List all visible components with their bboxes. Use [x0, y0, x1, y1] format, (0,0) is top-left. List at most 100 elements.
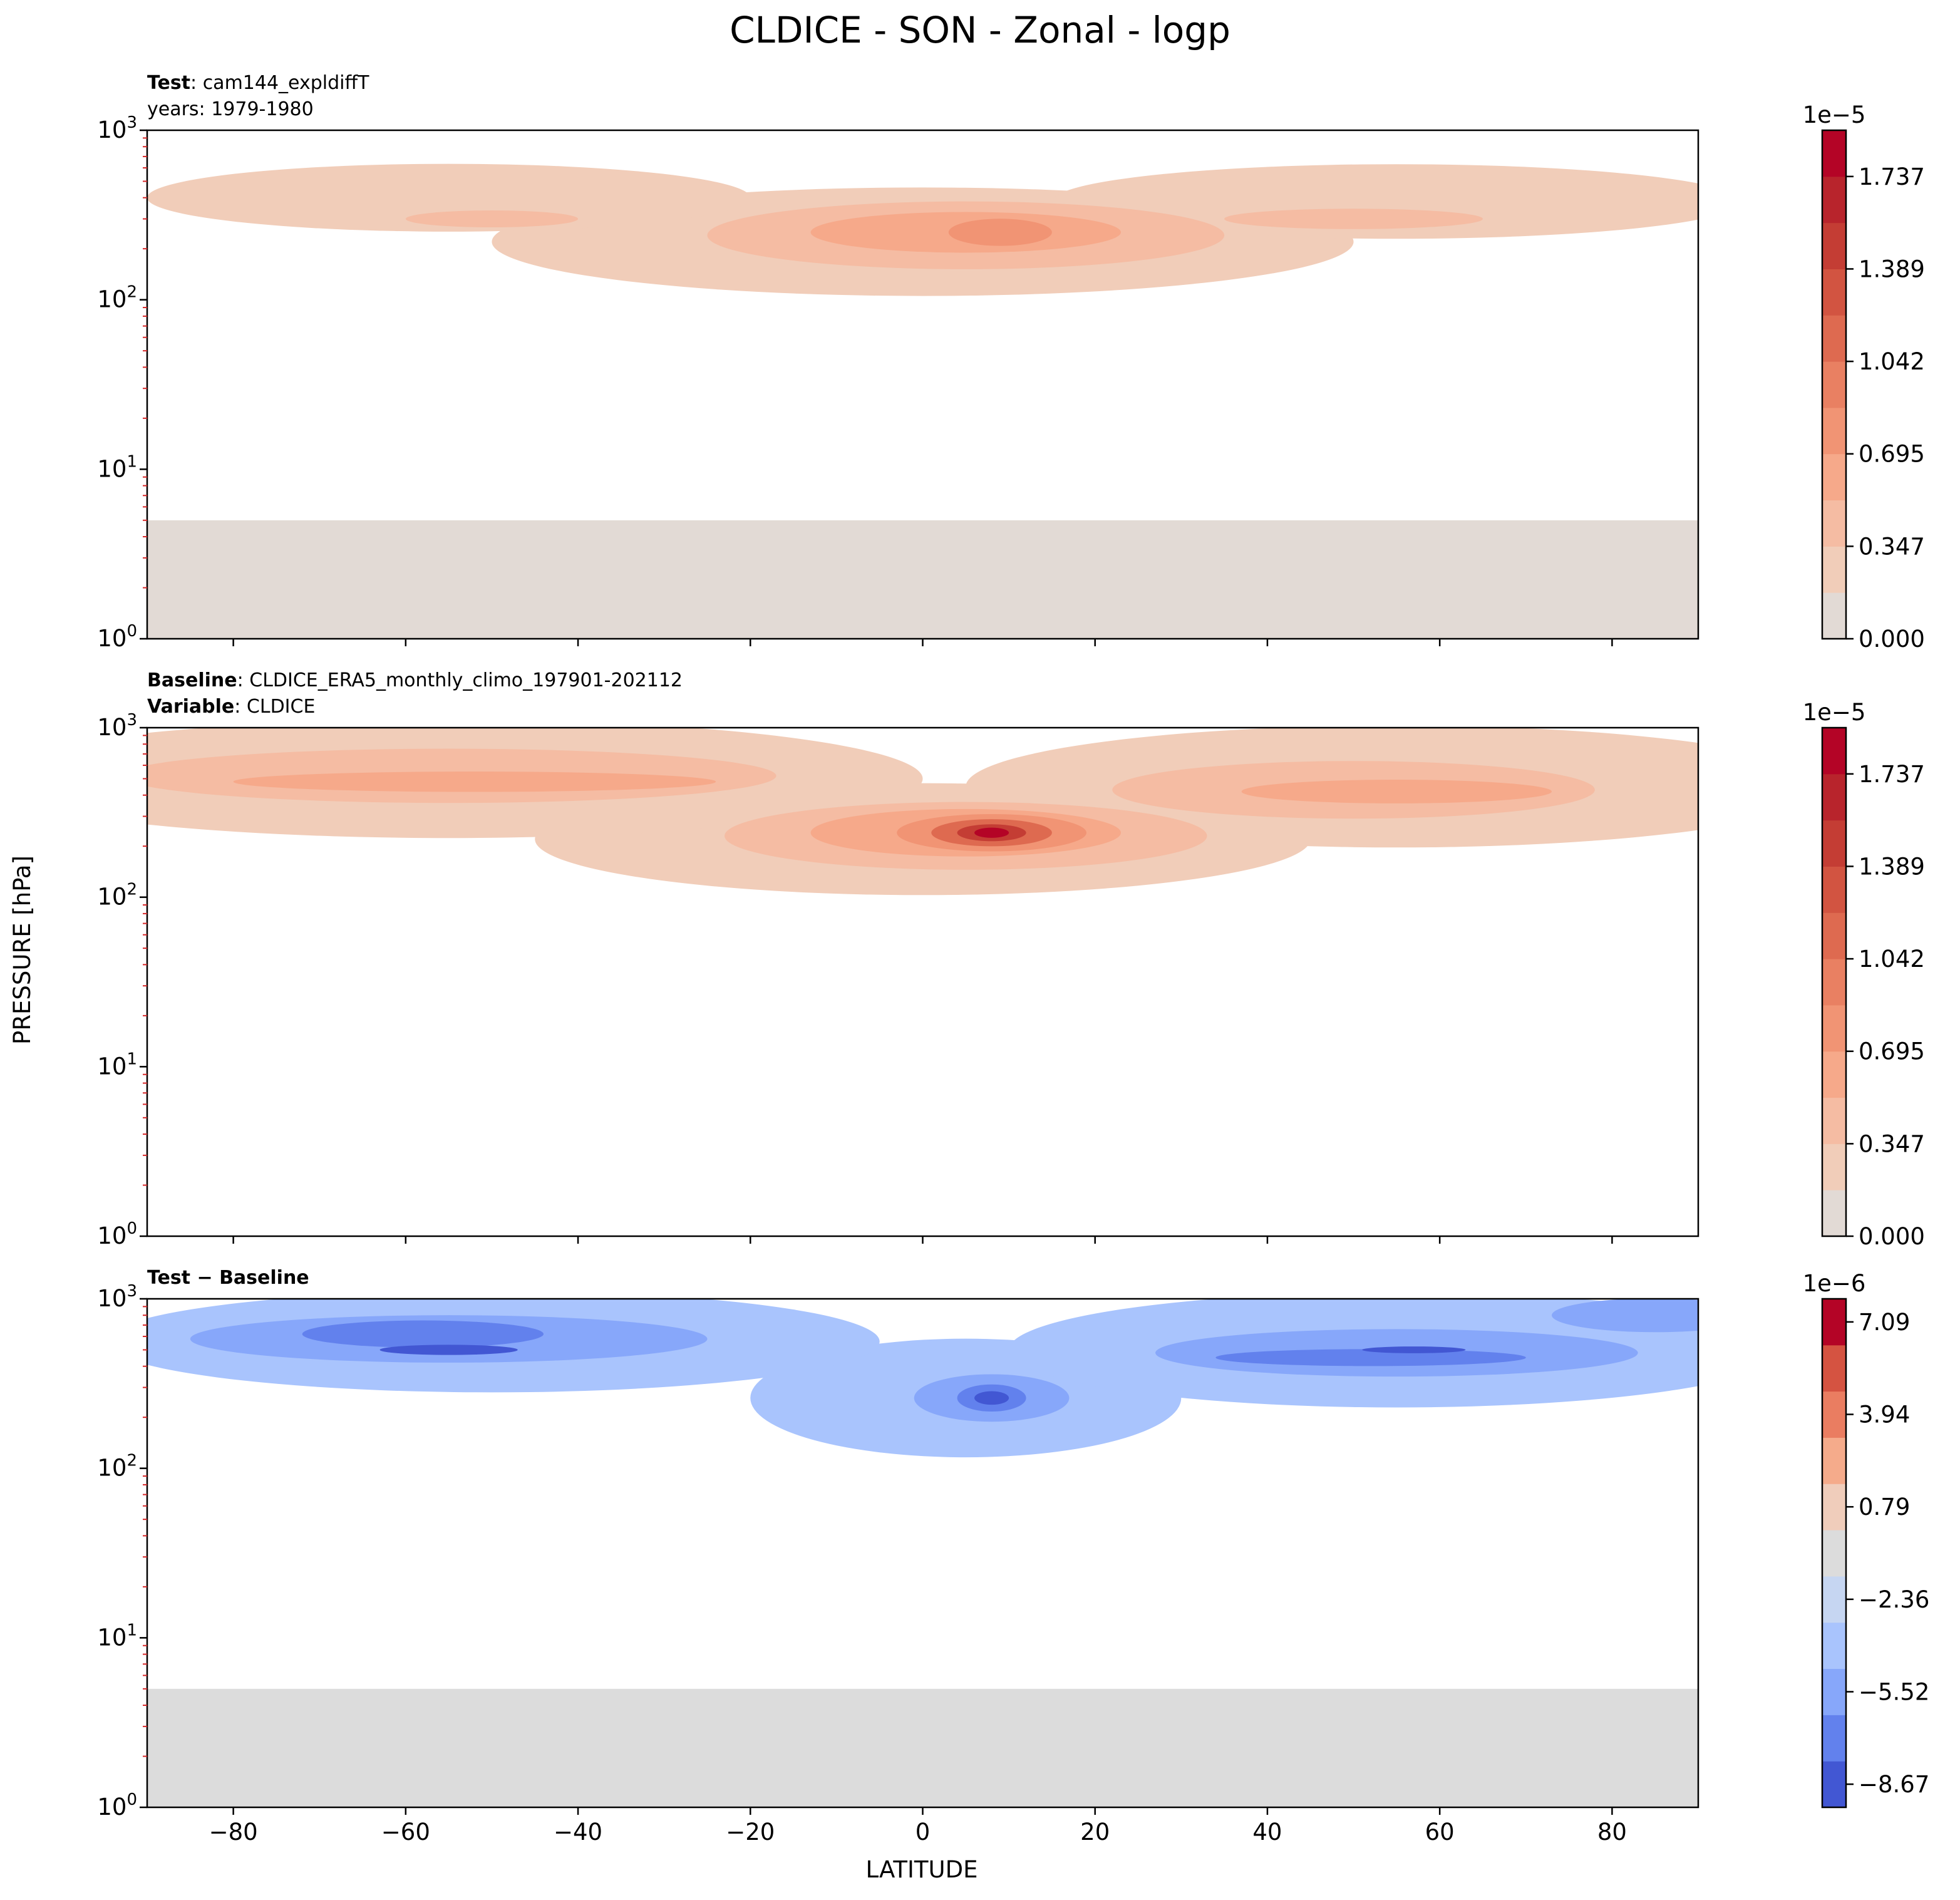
y-tick-label: 103: [97, 711, 137, 741]
panel-label-part: :: [234, 696, 247, 718]
panel-label-part: −: [190, 1267, 219, 1289]
colorbar-segment: [1822, 866, 1846, 913]
panel-label-part: CLDICE: [247, 696, 316, 718]
colorbar-segment: [1822, 361, 1846, 408]
colorbar-frame: [1821, 1298, 1847, 1809]
colorbar-segment: [1822, 500, 1846, 547]
colorbar: 0.000 0.347 0.695 1.042 1.389 1.737 1e−5: [1803, 101, 1925, 653]
colorbar-segment: [1822, 1668, 1846, 1715]
colorbar-tick-label: 3.94: [1859, 1402, 1910, 1428]
panel-label-part: Test: [147, 1267, 190, 1289]
colorbar-frame: [1821, 726, 1847, 1237]
y-tick-label-exponent: 2: [126, 283, 137, 302]
y-tick-label: 101: [97, 452, 137, 482]
x-tick-label: 80: [1597, 1819, 1627, 1846]
panel-label-part: cam144_expldiffT: [203, 72, 369, 94]
colorbar-segment: [1822, 592, 1846, 639]
panel-label: Test: cam144_expldiffT: [147, 72, 369, 94]
panel-label-part: :: [190, 72, 203, 94]
colorbar-multiplier: 1e−5: [1803, 101, 1866, 128]
x-tick-label: 40: [1252, 1819, 1282, 1846]
colorbar-segment: [1822, 130, 1846, 177]
colorbar-tick-label: 0.000: [1859, 1223, 1925, 1250]
colorbar-multiplier: 1e−5: [1803, 699, 1866, 726]
panel-label: Baseline: CLDICE_ERA5_monthly_climo_1979…: [147, 669, 683, 691]
x-tick-label: 60: [1425, 1819, 1455, 1846]
y-tick-label: 103: [97, 1282, 137, 1312]
colorbar-segment: [1822, 222, 1846, 269]
colorbar-segment: [1822, 773, 1846, 821]
x-tick-label: −40: [554, 1819, 602, 1846]
y-tick-label-exponent: 1: [126, 452, 137, 471]
field-background: [147, 1688, 1698, 1807]
x-tick-label: −60: [381, 1819, 430, 1846]
panel-label: Variable: CLDICE: [147, 696, 315, 718]
colorbar-tick-label: 0.695: [1859, 441, 1925, 468]
colorbar-tick-label: 1.389: [1859, 256, 1925, 282]
colorbar-tick-label: −2.36: [1859, 1586, 1929, 1613]
panel-sublabel: years: 1979-1980: [147, 98, 314, 120]
colorbar-segment: [1822, 269, 1846, 316]
colorbar-tick-label: 0.347: [1859, 533, 1925, 560]
colorbar-segment: [1822, 728, 1846, 775]
colorbar-segment: [1822, 959, 1846, 1006]
colorbar-segment: [1822, 1190, 1846, 1237]
y-tick-label: 102: [97, 283, 137, 313]
y-tick-label-base: 10: [97, 1222, 126, 1249]
colorbar: −8.67 −5.52 −2.36 0.79 3.94 7.09 1e−6: [1803, 1270, 1929, 1809]
contour-feature: [405, 210, 579, 228]
y-tick-label-base: 10: [97, 884, 126, 911]
colorbar-tick-label: −5.52: [1859, 1678, 1929, 1705]
contour-feature: [1224, 209, 1483, 229]
y-tick-label: 101: [97, 1621, 137, 1651]
colorbar-segment: [1822, 1484, 1846, 1531]
colorbar-segment: [1822, 820, 1846, 867]
colorbar-segment: [1822, 1004, 1846, 1052]
y-tick-label: 101: [97, 1050, 137, 1080]
y-tick-label-exponent: 3: [126, 113, 137, 132]
contour-feature: [1362, 1346, 1466, 1353]
y-tick-label: 103: [97, 113, 137, 143]
colorbar-segment: [1822, 1097, 1846, 1144]
colorbar-tick-label: 0.000: [1859, 626, 1925, 653]
colorbar-segment: [1822, 912, 1846, 959]
y-tick-label-base: 10: [97, 455, 126, 482]
colorbar-tick-label: 1.042: [1859, 946, 1925, 973]
x-tick-label: −20: [726, 1819, 775, 1846]
x-tick-label: 20: [1080, 1819, 1110, 1846]
y-tick-label-base: 10: [97, 286, 126, 313]
y-tick-label-exponent: 2: [126, 880, 137, 899]
y-tick-label-exponent: 3: [126, 1282, 137, 1301]
x-axis-label: LATITUDE: [866, 1856, 978, 1883]
colorbar: 0.000 0.347 0.695 1.042 1.389 1.737 1e−5: [1803, 699, 1925, 1250]
y-tick-label-exponent: 3: [126, 711, 137, 730]
plot-area: [147, 1299, 1698, 1807]
figure-title: CLDICE - SON - Zonal - logp: [730, 9, 1230, 51]
contour-feature: [1215, 1349, 1526, 1366]
colorbar-segment: [1822, 176, 1846, 224]
contour-feature: [379, 1345, 518, 1355]
y-tick-label-base: 10: [97, 116, 126, 143]
y-tick-label-base: 10: [97, 1285, 126, 1312]
plot-area: [147, 163, 1698, 639]
contour-feature: [974, 827, 1009, 838]
y-tick-label-exponent: 0: [126, 1790, 137, 1809]
y-axis-label: PRESSURE [hPa]: [9, 855, 36, 1045]
contour-feature: [302, 1320, 544, 1348]
y-tick-label-exponent: 1: [126, 1621, 137, 1639]
panel-label-part: Baseline: [147, 669, 237, 691]
field-background: [147, 520, 1698, 639]
y-tick-label-exponent: 0: [126, 1219, 137, 1238]
colorbar-segment: [1822, 1622, 1846, 1670]
colorbar-tick-label: 1.389: [1859, 853, 1925, 880]
y-tick-label-base: 10: [97, 625, 126, 652]
contour-feature: [974, 1391, 1009, 1405]
panel-label-part: Baseline: [219, 1267, 309, 1289]
panel-label-part: Test: [147, 72, 190, 94]
y-tick-label-base: 10: [97, 1794, 126, 1820]
panel-label-part: :: [237, 669, 250, 691]
colorbar-segment: [1822, 1437, 1846, 1484]
colorbar-tick-label: 7.09: [1859, 1309, 1910, 1336]
